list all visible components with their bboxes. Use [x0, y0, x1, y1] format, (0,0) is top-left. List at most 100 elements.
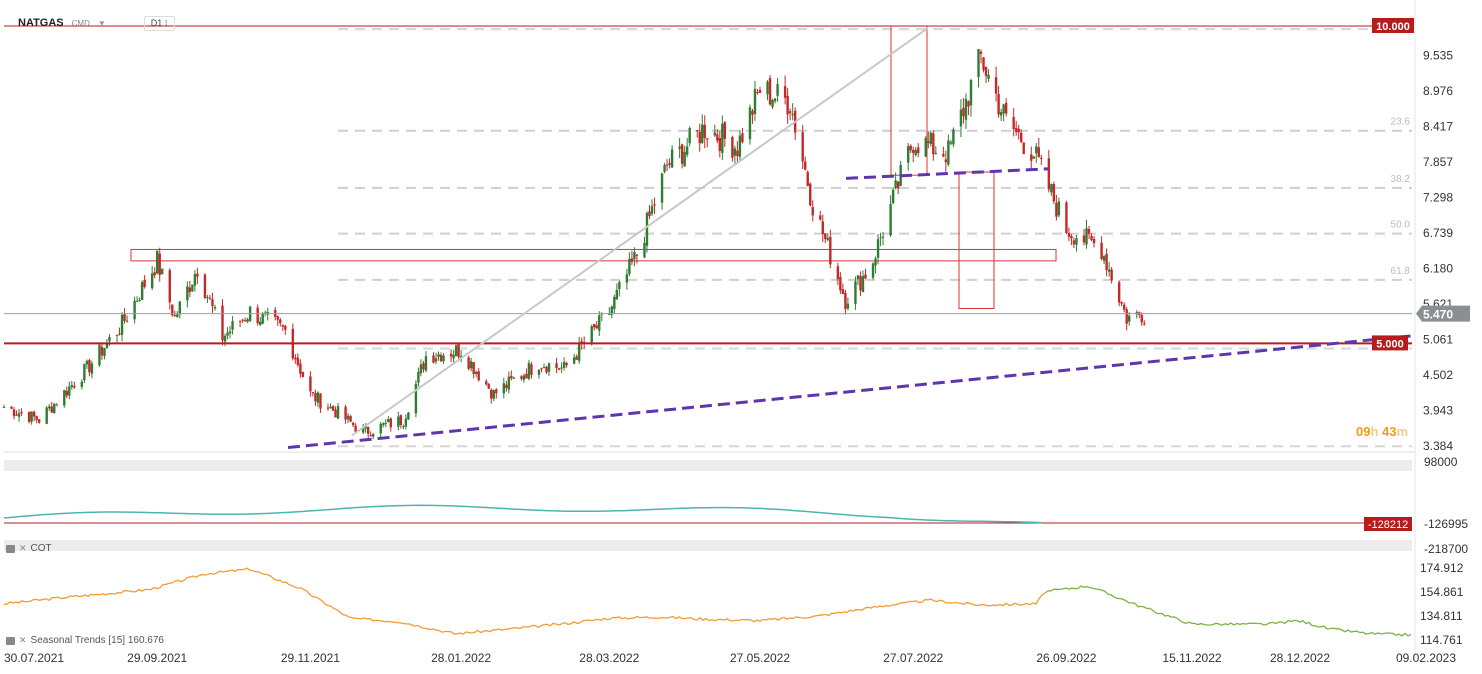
candle-body — [841, 289, 845, 295]
candle-body — [713, 132, 716, 136]
candle-body — [771, 99, 774, 107]
timeframe-label: D1 — [150, 17, 163, 28]
candle-body — [203, 274, 207, 299]
dropdown-arrow-icon[interactable]: ▼ — [97, 18, 106, 28]
candle-body — [1004, 102, 1008, 114]
cot-tag-bg — [1364, 517, 1412, 531]
tag-support: 5.000 — [1376, 338, 1404, 350]
candle-body — [618, 281, 621, 290]
candle-body — [964, 98, 968, 120]
candle-body — [896, 181, 900, 189]
date-label: 29.09.2021 — [127, 651, 187, 665]
candle-body — [1075, 238, 1078, 245]
candle-body — [223, 335, 227, 342]
candle-body — [791, 113, 794, 116]
candle-body — [881, 236, 885, 238]
tag-support-bg — [1372, 335, 1408, 351]
candle-body — [809, 183, 812, 206]
candle-body — [824, 233, 827, 240]
cot-bottom-band — [4, 540, 1412, 551]
fib-label: 50.0 — [1391, 220, 1411, 231]
candle-body — [562, 361, 566, 368]
candle-body — [424, 356, 428, 371]
candle-body — [1030, 154, 1033, 161]
candle-body — [432, 355, 435, 363]
candle-body — [768, 78, 772, 105]
candle-body — [17, 413, 21, 417]
panel-menu-icon[interactable] — [6, 544, 15, 553]
candle-body — [196, 273, 199, 277]
candle-body — [683, 151, 686, 167]
price-label: 4.502 — [1423, 368, 1453, 382]
candle-body — [788, 111, 792, 114]
candle-body — [1085, 228, 1088, 245]
date-label: 15.11.2022 — [1162, 651, 1221, 665]
candle-body — [404, 418, 408, 427]
candle-body — [1110, 269, 1113, 281]
candle-body — [474, 371, 478, 374]
candle-body — [758, 89, 762, 93]
candle-body — [309, 376, 312, 392]
candle-body — [459, 355, 463, 358]
candle-body — [495, 389, 498, 394]
timeframe-select[interactable]: D1 ⁝ — [143, 15, 175, 31]
cot-panel-label: ✕ COT — [6, 543, 52, 554]
close-icon[interactable]: ✕ — [19, 635, 27, 645]
price-label: 8.976 — [1423, 84, 1453, 98]
close-icon[interactable]: ✕ — [19, 543, 27, 553]
price-axis: 9.5358.9768.4177.8577.2986.7396.1805.621… — [1356, 18, 1470, 453]
candle-body — [120, 314, 124, 335]
symbol-label[interactable]: NATGAS — [18, 17, 64, 29]
candle-body — [346, 415, 350, 420]
candle-body — [660, 173, 664, 203]
candle-body — [927, 141, 930, 144]
candle-body — [952, 129, 955, 145]
candle-body — [407, 412, 410, 420]
candle-body — [701, 124, 704, 143]
candle-body — [326, 407, 330, 409]
candle-body — [1040, 157, 1043, 159]
candle-body — [871, 263, 875, 278]
candle-body — [211, 299, 214, 307]
candle-body — [912, 149, 915, 153]
candle-body — [766, 81, 769, 95]
candle-body — [384, 422, 387, 424]
candle-body — [176, 314, 179, 318]
candle-body — [861, 275, 865, 293]
candle-body — [279, 319, 282, 324]
candle-body — [1128, 315, 1131, 322]
candle-body — [1087, 228, 1091, 234]
candle-body — [665, 164, 669, 166]
candle-body — [753, 88, 757, 115]
candle-body — [969, 80, 973, 106]
candle-body — [856, 275, 860, 280]
candle-body — [30, 411, 33, 422]
candle-body — [246, 319, 249, 322]
candle-body — [331, 406, 335, 411]
date-label: 28.12.2022 — [1270, 651, 1330, 665]
fib-label: 23.6 — [1391, 117, 1411, 128]
candle-body — [85, 360, 89, 365]
candle-body — [680, 144, 684, 164]
candle-body — [595, 325, 598, 329]
seasonal-line — [4, 567, 1046, 635]
candle-body — [100, 346, 104, 356]
panel-menu-icon[interactable] — [6, 636, 15, 645]
candle-body — [143, 279, 146, 287]
candle-body — [929, 132, 932, 144]
candle-body — [20, 412, 23, 414]
candle-body — [387, 419, 390, 422]
candle-body — [967, 101, 970, 107]
candle-body — [221, 305, 224, 341]
candle-body — [2, 407, 6, 409]
candle-body — [1057, 201, 1061, 216]
candle-body — [108, 337, 111, 342]
candle-body — [844, 292, 847, 309]
candle-body — [329, 406, 332, 409]
price-label: 3.384 — [1423, 439, 1453, 453]
candle-body — [354, 425, 357, 432]
price-label: 6.180 — [1423, 262, 1453, 276]
cot-line — [3, 504, 1043, 524]
long-trendline — [287, 334, 1413, 450]
